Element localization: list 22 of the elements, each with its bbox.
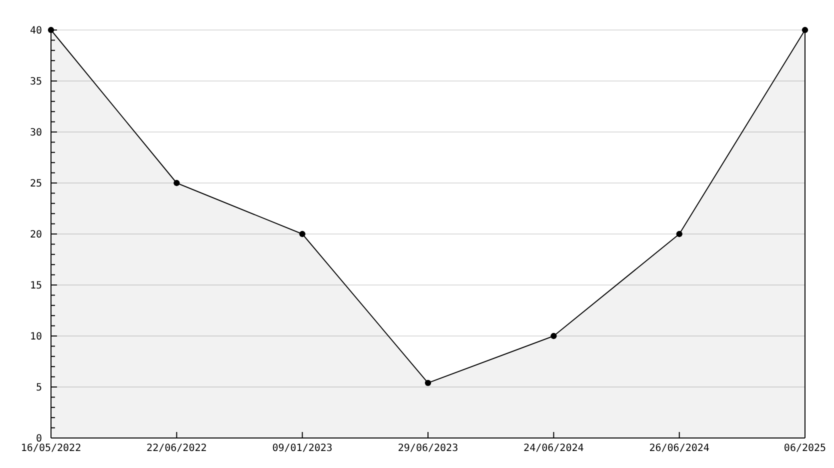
point (550, 332, 557, 340)
y-tick-label: 35 (30, 76, 42, 88)
y-tick-label: 30 (30, 128, 42, 138)
point (174, 180, 180, 186)
x-tick-label: 22/06/2022 (146, 443, 207, 454)
x-tick-label: 16/05/2022 (20, 443, 82, 454)
point (424, 380, 432, 386)
x-tick-label: 06/2025 (784, 443, 826, 454)
x-tick-label: 26/06/2024 (649, 443, 710, 454)
x-tick-label: 29/06/2023 (398, 443, 458, 454)
y-tick-label: 40 (30, 26, 42, 36)
y-tick-label: 20 (30, 230, 42, 240)
x-tick-label: 24/06/2024 (524, 443, 584, 454)
point (299, 230, 306, 238)
point (676, 230, 682, 238)
x-tick-label: 09/01/2023 (272, 443, 332, 454)
y-tick-label: 5 (36, 382, 42, 394)
y-tick-label: 10 (30, 332, 42, 342)
point (802, 26, 808, 34)
y-tick-label: 15 (30, 280, 42, 292)
y-tick-label: 0 (36, 434, 42, 444)
y-tick-label: 25 (30, 178, 42, 190)
